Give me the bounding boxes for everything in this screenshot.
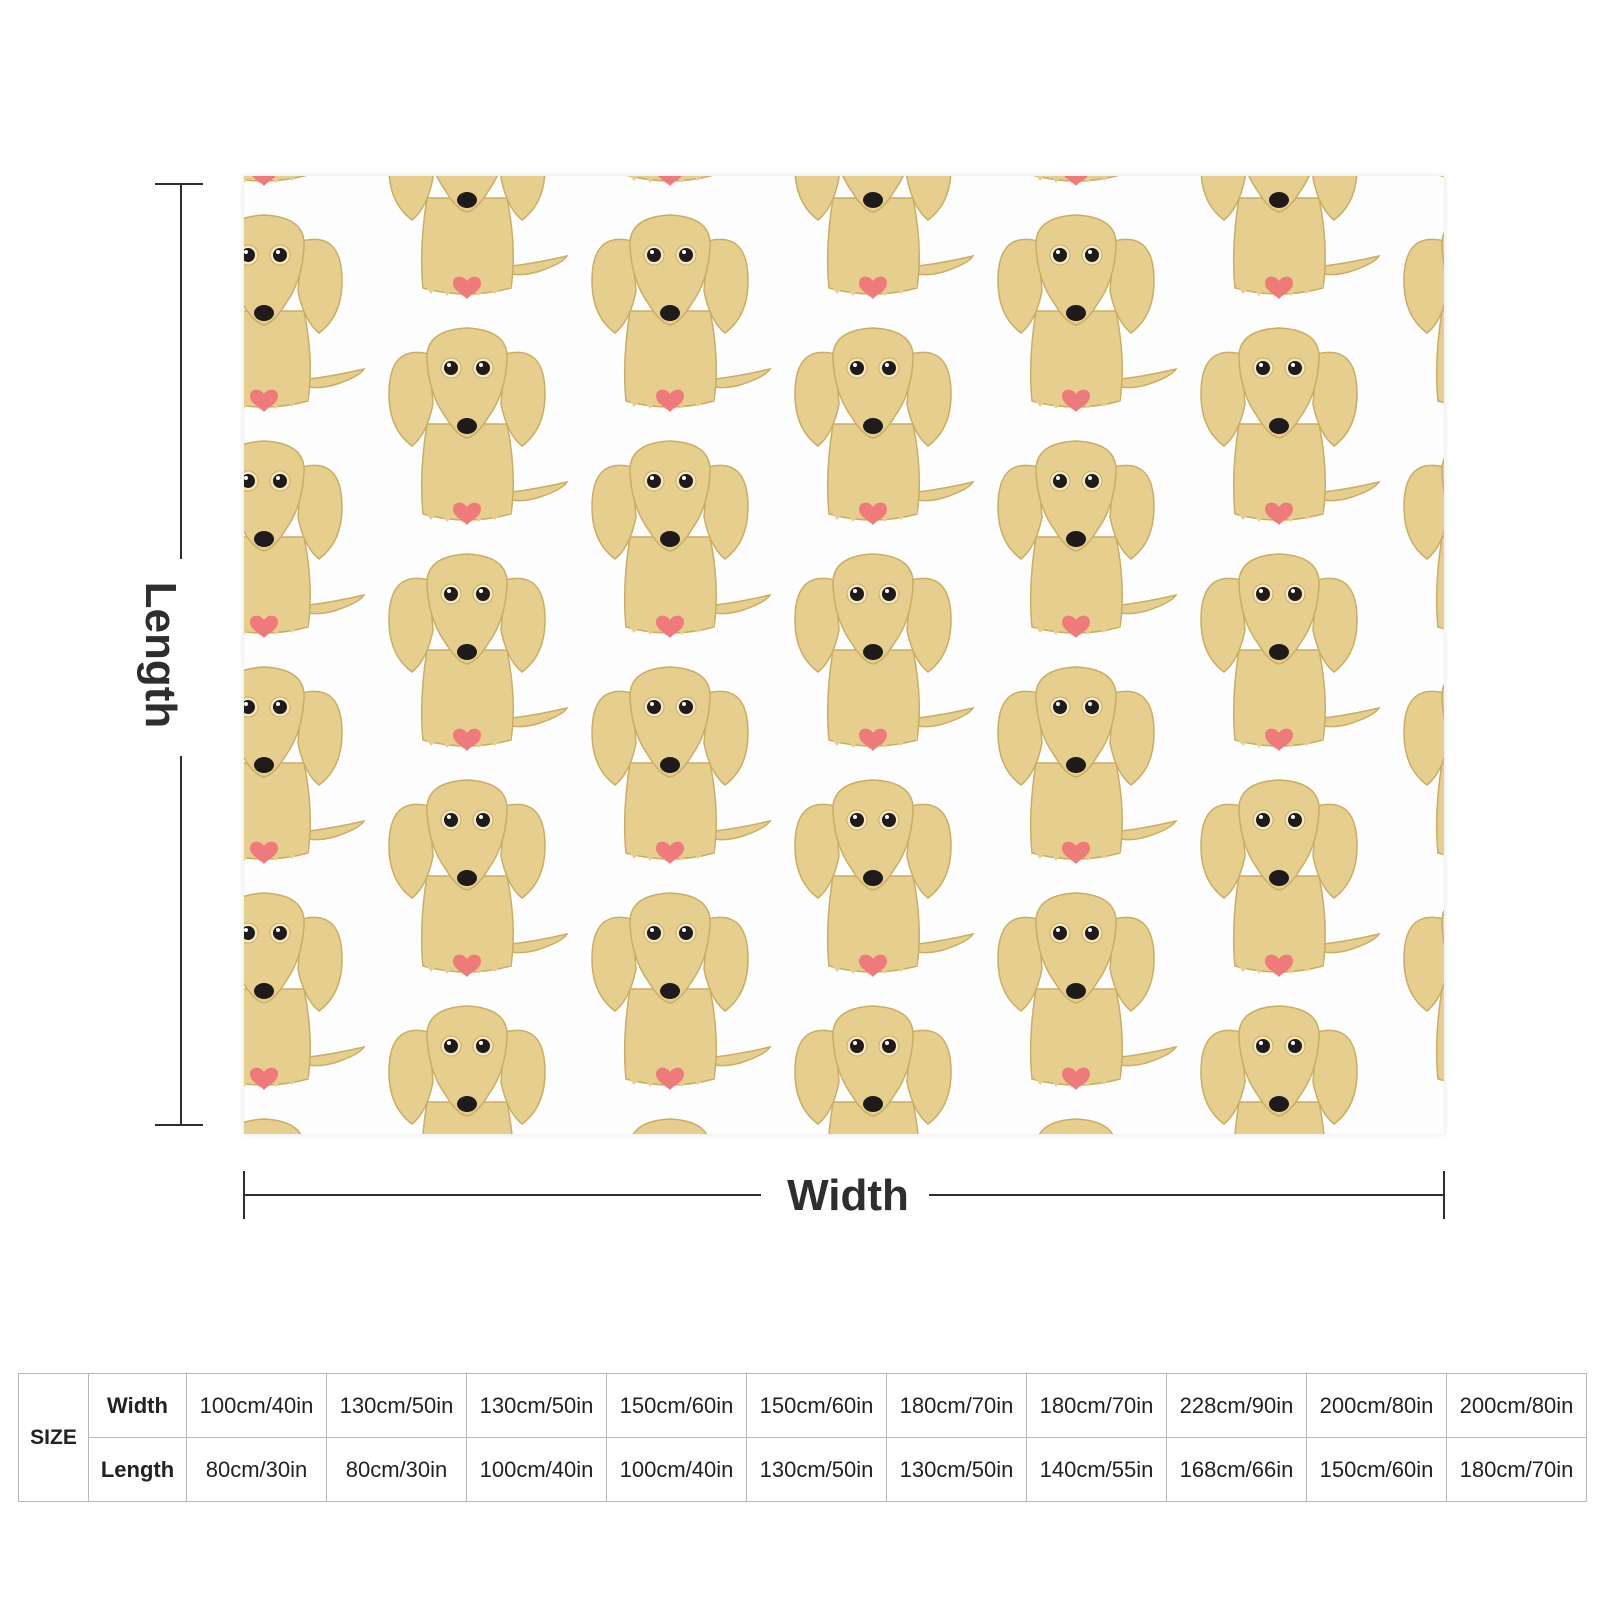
- length-cell: 180cm/70in: [1446, 1437, 1587, 1502]
- width-line-right: [929, 1194, 1445, 1196]
- length-top-tick: [155, 183, 203, 185]
- width-cell: 100cm/40in: [186, 1373, 327, 1438]
- length-cell: 130cm/50in: [746, 1437, 887, 1502]
- length-row-label: Length: [88, 1437, 187, 1502]
- width-cell: 200cm/80in: [1306, 1373, 1447, 1438]
- size-header: SIZE: [18, 1373, 89, 1502]
- width-cell: 130cm/50in: [326, 1373, 467, 1438]
- length-cell: 168cm/66in: [1166, 1437, 1307, 1502]
- width-cell: 228cm/90in: [1166, 1373, 1307, 1438]
- width-row-label: Width: [88, 1373, 187, 1438]
- length-cell: 100cm/40in: [466, 1437, 607, 1502]
- dachshund-heart-pattern: #pat-bg{fill:#fdfdfd}.body,.head,.tail{f…: [244, 176, 1444, 1134]
- width-row: SIZE Width 100cm/40in 130cm/50in 130cm/5…: [18, 1373, 1587, 1502]
- width-cell: 180cm/70in: [886, 1373, 1027, 1438]
- length-cell: 130cm/50in: [886, 1437, 1027, 1502]
- length-cell: 140cm/55in: [1026, 1437, 1167, 1502]
- length-cell: 80cm/30in: [326, 1437, 467, 1502]
- size-table: SIZE Width 100cm/40in 130cm/50in 130cm/5…: [18, 1373, 1587, 1502]
- length-row: Length 80cm/30in 80cm/30in 100cm/40in 10…: [19, 1437, 1587, 1502]
- width-cell: 130cm/50in: [466, 1373, 607, 1438]
- length-cell: 150cm/60in: [1306, 1437, 1447, 1502]
- blanket-product-image: #pat-bg{fill:#fdfdfd}.body,.head,.tail{f…: [244, 176, 1444, 1134]
- length-line-top: [180, 183, 182, 559]
- length-bottom-tick: [155, 1124, 203, 1126]
- width-cell: 180cm/70in: [1026, 1373, 1167, 1438]
- width-label: Width: [787, 1171, 909, 1220]
- width-cell: 200cm/80in: [1446, 1373, 1587, 1438]
- width-cell: 150cm/60in: [606, 1373, 747, 1438]
- width-cell: 150cm/60in: [746, 1373, 887, 1438]
- length-label: Length: [136, 581, 185, 729]
- length-cell: 100cm/40in: [606, 1437, 747, 1502]
- length-line-bottom: [180, 756, 182, 1126]
- length-cell: 80cm/30in: [186, 1437, 327, 1502]
- width-line-left: [243, 1194, 761, 1196]
